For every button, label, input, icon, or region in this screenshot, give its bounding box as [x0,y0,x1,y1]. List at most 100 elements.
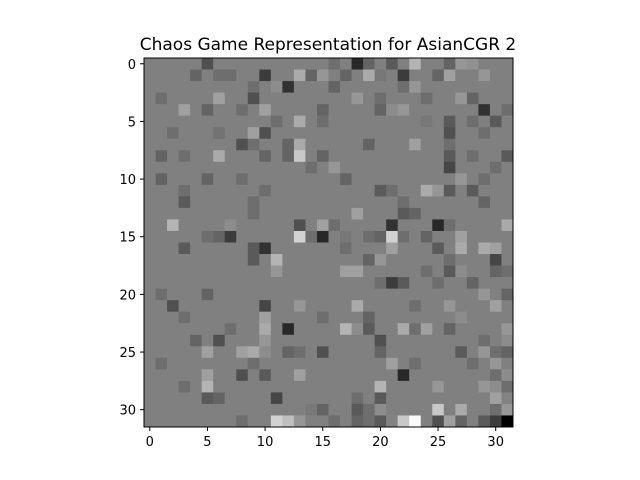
heatmap-cell [466,184,479,197]
heatmap-cell [501,161,514,174]
heatmap-cell [501,115,514,128]
heatmap-cell [247,115,260,128]
heatmap-cell [155,288,168,301]
heatmap-cell [259,138,272,151]
heatmap-cell [432,104,445,117]
heatmap-cell [489,265,502,278]
y-tick-label: 10 [119,173,136,188]
heatmap-cell [224,242,237,255]
heatmap-cell [224,58,237,70]
heatmap-cell [386,184,399,197]
heatmap-cell [420,184,433,197]
heatmap-cell [305,403,318,416]
heatmap-cell [478,127,491,140]
heatmap-cell [363,265,376,278]
heatmap-cell [397,392,410,405]
heatmap-cell [432,392,445,405]
heatmap-cell [236,346,249,359]
heatmap-cell [386,265,399,278]
heatmap-cell [328,403,341,416]
heatmap-cell [386,138,399,151]
heatmap-cell [374,115,387,128]
heatmap-cell [167,138,179,151]
heatmap-cell [466,415,479,428]
heatmap-cell [316,173,329,186]
heatmap-cell [213,196,226,209]
heatmap-cell [420,403,433,416]
heatmap-cell [155,184,168,197]
heatmap-cell [374,346,387,359]
heatmap-cell [316,300,329,313]
heatmap-cell [224,207,237,220]
heatmap-cell [489,196,502,209]
heatmap-cell [259,69,272,82]
heatmap-cell [236,104,249,117]
x-tick-label: 0 [146,435,154,450]
heatmap-cell [455,254,468,266]
heatmap-cell [351,346,364,359]
heatmap-cell [167,242,179,255]
heatmap-cell [155,346,168,359]
heatmap-cell [167,415,179,428]
heatmap-cell [478,334,491,347]
heatmap-cell [155,380,168,393]
heatmap-cell [409,323,422,336]
heatmap-cell [282,334,295,347]
heatmap-cell [259,357,272,370]
heatmap-cell [397,150,410,163]
heatmap-cell [443,288,456,301]
heatmap-cell [340,207,352,220]
heatmap-cell [489,184,502,197]
heatmap-cell [190,334,203,347]
heatmap-cell [259,254,272,266]
heatmap-cell [443,173,456,186]
heatmap-cell [466,219,479,232]
heatmap-cell [466,288,479,301]
heatmap-cell [213,277,226,290]
heatmap-cell [409,138,422,151]
heatmap-cell [282,150,295,163]
heatmap-cell [455,288,468,301]
heatmap-cell [455,300,468,313]
heatmap-cell [201,58,214,70]
heatmap-cell [363,150,376,163]
heatmap-cell [328,173,341,186]
heatmap-cell [363,127,376,140]
heatmap-cell [489,81,502,93]
heatmap-cell [259,277,272,290]
heatmap-cell [466,323,479,336]
heatmap-cell [144,334,156,347]
heatmap-cell [432,184,445,197]
heatmap-cell [478,288,491,301]
heatmap-cell [386,230,399,243]
heatmap-cell [363,104,376,117]
heatmap-cell [328,138,341,151]
heatmap-cell [247,323,260,336]
heatmap-cell [259,369,272,382]
heatmap-cell [466,138,479,151]
heatmap-cell [351,357,364,370]
heatmap-cell [466,115,479,128]
heatmap-cell [466,104,479,117]
heatmap-cell [259,380,272,393]
heatmap-cell [351,334,364,347]
y-tick-label: 20 [119,288,136,303]
heatmap-cell [455,323,468,336]
heatmap-cell [213,323,226,336]
heatmap-cell [363,219,376,232]
heatmap-cell [201,173,214,186]
heatmap-cell [259,104,272,117]
heatmap-cell [420,81,433,93]
heatmap-cell [293,415,306,428]
heatmap-cell [167,161,179,174]
heatmap-cell [270,184,283,197]
heatmap-cell [409,219,422,232]
heatmap-cell [247,415,260,428]
heatmap-cell [328,219,341,232]
heatmap-cell [420,277,433,290]
heatmap-cell [489,207,502,220]
heatmap-cell [316,184,329,197]
heatmap-cell [363,288,376,301]
heatmap-cell [466,69,479,82]
heatmap-cell [213,380,226,393]
